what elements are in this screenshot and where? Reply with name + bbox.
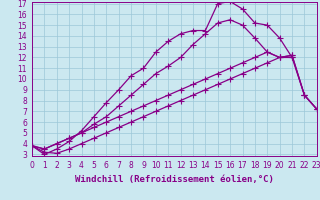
X-axis label: Windchill (Refroidissement éolien,°C): Windchill (Refroidissement éolien,°C) <box>75 175 274 184</box>
